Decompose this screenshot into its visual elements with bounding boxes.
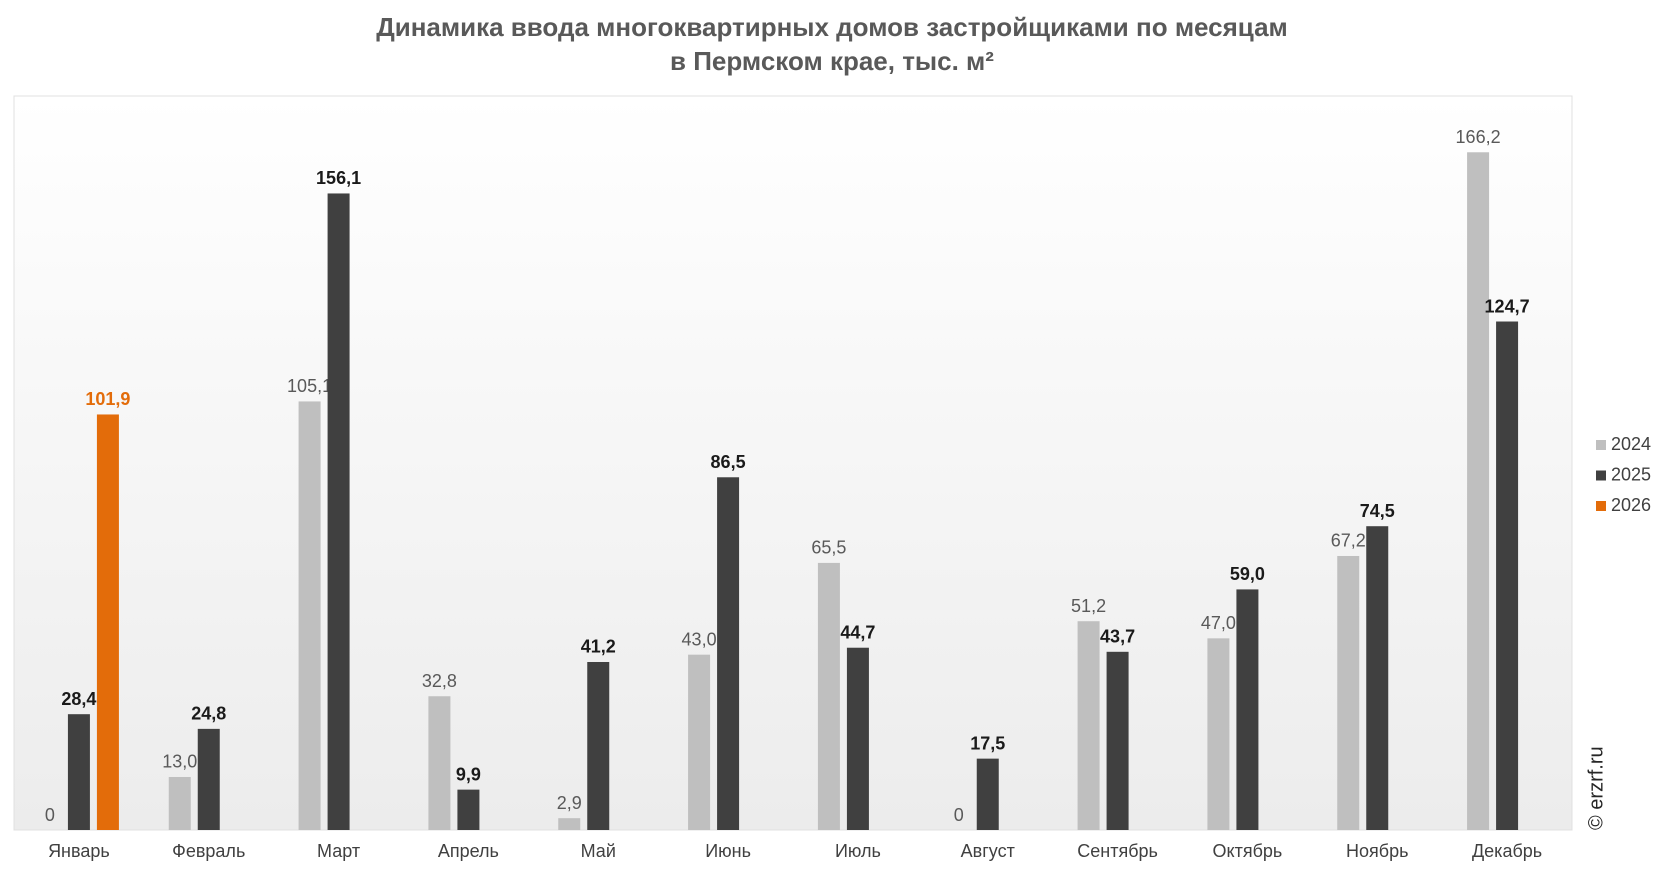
value-label: 17,5 [970, 733, 1005, 753]
bar [717, 477, 740, 830]
value-label: 44,7 [840, 622, 875, 642]
watermark: © erzrf.ru [1585, 746, 1607, 830]
bar [817, 562, 840, 830]
legend-label: 2024 [1611, 434, 1651, 454]
value-label: 51,2 [1071, 596, 1106, 616]
value-label: 41,2 [581, 637, 616, 657]
x-tick-label: Апрель [438, 841, 499, 861]
x-tick-label: Февраль [172, 841, 245, 861]
bar [428, 696, 451, 830]
value-label: 67,2 [1331, 531, 1366, 551]
value-label: 74,5 [1360, 501, 1395, 521]
x-tick-label: Октябрь [1213, 841, 1283, 861]
bar [298, 401, 321, 830]
value-label: 166,2 [1456, 127, 1501, 147]
value-label: 156,1 [316, 168, 361, 188]
bar [96, 414, 119, 830]
bar [1106, 651, 1129, 830]
x-tick-label: Июль [835, 841, 881, 861]
bar [67, 714, 90, 830]
legend-swatch [1596, 470, 1606, 481]
legend-label: 2025 [1611, 464, 1651, 484]
bar [197, 728, 220, 830]
x-tick-label: Май [581, 841, 616, 861]
bar [1207, 638, 1230, 830]
x-tick-label: Июнь [705, 841, 751, 861]
value-label: 124,7 [1485, 296, 1530, 316]
value-label: 43,7 [1100, 627, 1135, 647]
bar [846, 647, 869, 830]
bar [457, 789, 480, 830]
x-tick-label: Август [961, 841, 1015, 861]
bar [168, 776, 191, 830]
value-label: 101,9 [85, 389, 130, 409]
value-label: 32,8 [422, 671, 457, 691]
x-tick-label: Март [317, 841, 360, 861]
value-label: 0 [954, 805, 964, 825]
x-tick-label: Сентябрь [1077, 841, 1158, 861]
value-label: 13,0 [162, 752, 197, 772]
bar [1236, 589, 1259, 830]
value-label: 28,4 [61, 689, 96, 709]
bar [1077, 621, 1100, 830]
legend-label: 2026 [1611, 495, 1651, 515]
bar [1337, 555, 1360, 830]
legend-swatch [1596, 501, 1606, 511]
value-label: 24,8 [191, 704, 226, 724]
bar [1496, 321, 1519, 830]
value-label: 86,5 [711, 452, 746, 472]
value-label: 9,9 [456, 764, 481, 784]
bar [587, 661, 610, 830]
x-tick-label: Декабрь [1472, 841, 1542, 861]
bar [558, 818, 581, 830]
value-label: 0 [45, 805, 55, 825]
bar [1467, 152, 1490, 831]
legend-swatch [1596, 440, 1606, 450]
bar [976, 758, 999, 830]
value-label: 47,0 [1201, 613, 1236, 633]
value-label: 43,0 [682, 629, 717, 649]
plot-area [13, 95, 1573, 831]
x-tick-label: Январь [48, 841, 110, 861]
value-label: 59,0 [1230, 564, 1265, 584]
chart-title: Динамика ввода многоквартирных домов зас… [376, 12, 1288, 42]
bar [327, 193, 350, 831]
chart-subtitle: в Пермском крае, тыс. м² [670, 46, 994, 76]
value-label: 105,1 [287, 376, 332, 396]
x-tick-label: Ноябрь [1346, 841, 1408, 861]
bar [1366, 526, 1389, 830]
value-label: 65,5 [811, 538, 846, 558]
value-label: 2,9 [557, 793, 582, 813]
bar [688, 654, 711, 830]
